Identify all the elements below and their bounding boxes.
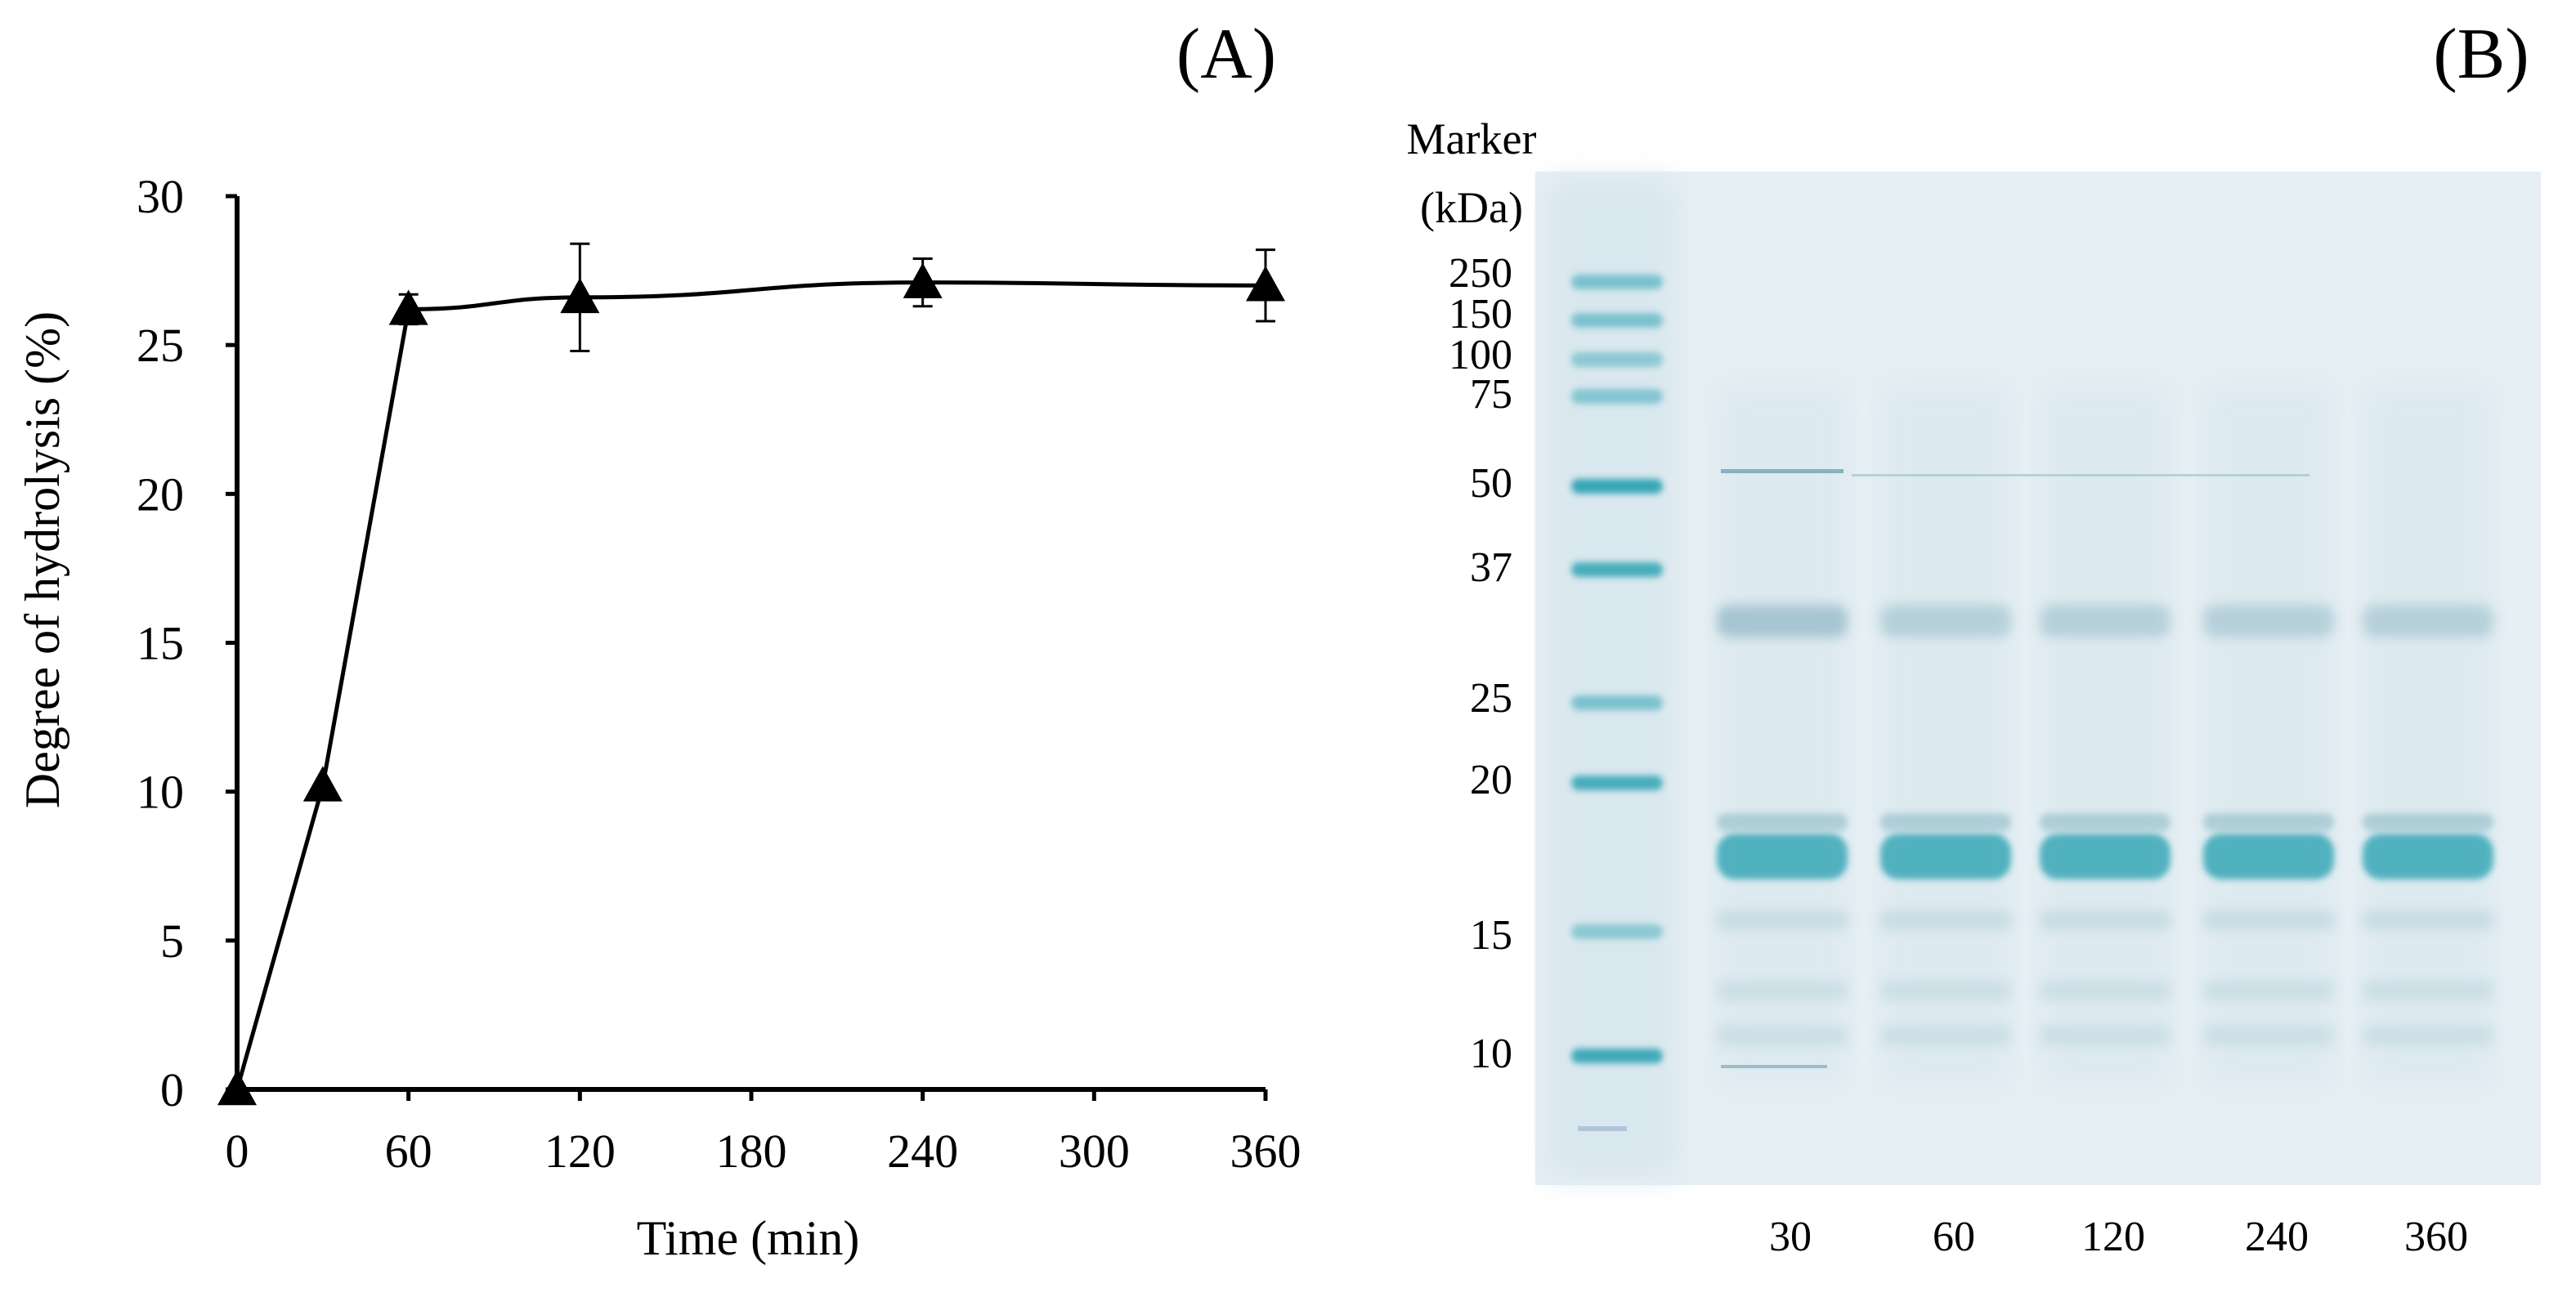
marker-band (1571, 479, 1663, 494)
thin-band (1852, 474, 2309, 476)
band-main (2363, 834, 2493, 879)
band-main (1717, 834, 1848, 879)
y-tick-label: 20 (137, 467, 184, 521)
marker-band (1571, 275, 1663, 289)
marker-size-label: 150 (1449, 291, 1512, 338)
marker-band (1571, 313, 1663, 328)
sample-lane (1717, 384, 1848, 1087)
x-tick-label: 0 (226, 1125, 249, 1178)
marker-size-label: 10 (1470, 1031, 1512, 1077)
marker-bands (1571, 275, 1663, 1131)
lane-label: 60 (1933, 1214, 1975, 1260)
y-axis-title: Degree of hydrolysis (%) (16, 311, 69, 808)
band-32kda (1880, 605, 2011, 637)
marker-band (1571, 776, 1663, 790)
band-32kda (1717, 605, 1848, 637)
y-tick-label: 25 (137, 319, 184, 372)
marker-size-label: 250 (1449, 250, 1512, 297)
thin-band (1721, 1065, 1827, 1068)
marker-band (1571, 1049, 1663, 1063)
band-32kda (2203, 605, 2334, 637)
sample-lane (2040, 384, 2171, 1087)
marker-size-label: 15 (1470, 912, 1512, 959)
x-axis-title: Time (min) (637, 1211, 860, 1265)
marker-size-label: 20 (1470, 757, 1512, 803)
chart-axes (235, 196, 1266, 1092)
x-tick-label: 360 (1230, 1125, 1301, 1178)
marker-unit: (kDa) (1420, 183, 1523, 232)
marker-band (1571, 389, 1663, 404)
marker-size-label: 75 (1470, 371, 1512, 418)
marker-band (1571, 924, 1663, 939)
data-point-triangle (1246, 266, 1285, 302)
band-32kda (2040, 605, 2171, 637)
sample-lane (2203, 384, 2334, 1087)
chart-series (217, 242, 1285, 1106)
marker-title: Marker (1407, 114, 1537, 163)
data-point-triangle (388, 289, 428, 325)
lane-label: 120 (2081, 1214, 2145, 1260)
marker-band (1571, 695, 1663, 710)
x-tick-label: 180 (716, 1125, 787, 1178)
hydrolysis-line-chart: (A) 0 60 120 180 240 300 360 0 5 10 15 20 25 30 Time … (16, 15, 1301, 1265)
y-tick-label: 15 (137, 617, 184, 670)
lane-label: 360 (2404, 1214, 2468, 1260)
panel-a-label: (A) (1176, 15, 1276, 94)
chart-ticks: 0 60 120 180 240 300 360 0 5 10 15 20 25 30 (137, 170, 1301, 1178)
y-tick-label: 10 (137, 766, 184, 819)
sample-lane (2363, 384, 2493, 1087)
thin-band (1721, 469, 1844, 473)
x-tick-label: 240 (887, 1125, 958, 1178)
marker-band (1571, 562, 1663, 577)
marker-size-label: 50 (1470, 460, 1512, 507)
x-tick-label: 120 (544, 1125, 616, 1178)
data-point-triangle (217, 1070, 257, 1106)
lane-labels: 30 60 120 240 360 (1769, 1214, 2468, 1260)
sample-lane (1880, 384, 2011, 1087)
marker-size-label: 37 (1470, 544, 1512, 591)
band-32kda (2363, 605, 2493, 637)
marker-size-label: 25 (1470, 675, 1512, 722)
band-main (2040, 834, 2171, 879)
marker-band (1571, 352, 1663, 367)
lane-label: 30 (1769, 1214, 1812, 1260)
series-line (235, 280, 1266, 1090)
lane-label: 240 (2245, 1214, 2309, 1260)
y-tick-label: 5 (160, 915, 184, 968)
band-main (2203, 834, 2334, 879)
band-main (1880, 834, 2011, 879)
panel-b-label: (B) (2433, 15, 2529, 94)
x-tick-label: 60 (385, 1125, 432, 1178)
y-tick-label: 30 (137, 170, 184, 223)
data-point-triangle (560, 277, 600, 314)
marker-band (1578, 1126, 1627, 1131)
x-tick-label: 300 (1059, 1125, 1130, 1178)
y-tick-label: 0 (160, 1063, 184, 1116)
data-point-triangle (302, 766, 343, 802)
data-point-triangle (903, 262, 943, 298)
marker-lane-shade (1547, 180, 1676, 1177)
marker-size-label: 100 (1449, 332, 1512, 378)
sample-bands (1717, 384, 2493, 1087)
